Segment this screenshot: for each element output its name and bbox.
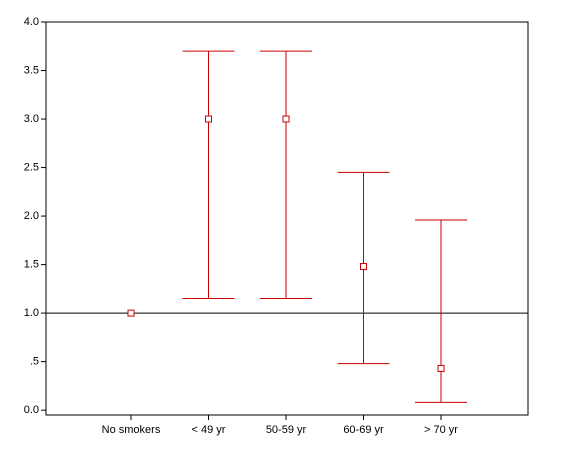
y-tick-label: 1.5	[24, 258, 39, 270]
x-tick-label: No smokers	[102, 424, 161, 436]
y-tick-label: 2.0	[24, 210, 39, 222]
y-tick-label: 3.0	[24, 113, 39, 125]
y-tick-label: 3.5	[24, 64, 39, 76]
point	[282, 115, 290, 123]
y-tick-label: 2.5	[24, 161, 39, 173]
x-tick-label: > 70 yr	[424, 424, 458, 436]
point	[360, 263, 367, 271]
x-tick-label: 60-69 yr	[343, 424, 384, 436]
y-tick-label: 1.0	[24, 307, 39, 319]
y-tick-label: 0.0	[24, 404, 39, 416]
x-tick-label: < 49 yr	[192, 424, 226, 436]
y-tick-label: .5	[30, 356, 39, 368]
point	[127, 309, 135, 317]
x-tick-label: 50-59 yr	[266, 424, 307, 436]
y-tick-label: 4.0	[24, 16, 39, 28]
point	[437, 364, 445, 372]
point	[205, 115, 212, 123]
plot-frame	[45, 21, 529, 416]
